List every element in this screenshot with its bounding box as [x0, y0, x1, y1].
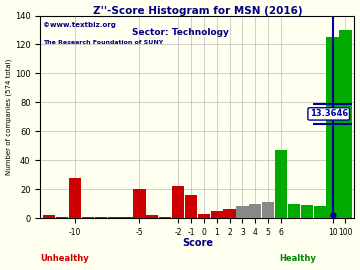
- Bar: [249, 204, 261, 218]
- Bar: [108, 217, 120, 218]
- Bar: [262, 202, 274, 218]
- Title: Z''-Score Histogram for MSN (2016): Z''-Score Histogram for MSN (2016): [93, 6, 302, 16]
- Bar: [95, 217, 107, 218]
- Bar: [198, 214, 210, 218]
- Bar: [56, 217, 68, 218]
- Bar: [236, 207, 248, 218]
- Bar: [224, 209, 236, 218]
- Y-axis label: Number of companies (574 total): Number of companies (574 total): [5, 59, 12, 175]
- Bar: [172, 186, 184, 218]
- Text: ©www.textbiz.org: ©www.textbiz.org: [44, 22, 116, 28]
- Bar: [121, 217, 133, 218]
- Bar: [327, 37, 339, 218]
- Bar: [43, 215, 55, 218]
- Bar: [146, 215, 158, 218]
- Bar: [211, 211, 223, 218]
- Bar: [288, 204, 300, 218]
- Bar: [275, 150, 287, 218]
- X-axis label: Score: Score: [182, 238, 213, 248]
- Bar: [159, 217, 171, 218]
- Text: Healthy: Healthy: [279, 254, 316, 264]
- Text: The Research Foundation of SUNY: The Research Foundation of SUNY: [44, 40, 164, 45]
- Bar: [301, 205, 313, 218]
- Bar: [133, 189, 145, 218]
- Bar: [339, 30, 352, 218]
- Text: Sector: Technology: Sector: Technology: [131, 28, 229, 37]
- Bar: [314, 207, 326, 218]
- Text: 13.3646: 13.3646: [310, 109, 348, 119]
- Bar: [185, 195, 197, 218]
- Text: Unhealthy: Unhealthy: [40, 254, 89, 264]
- Bar: [82, 217, 94, 218]
- Bar: [69, 178, 81, 218]
